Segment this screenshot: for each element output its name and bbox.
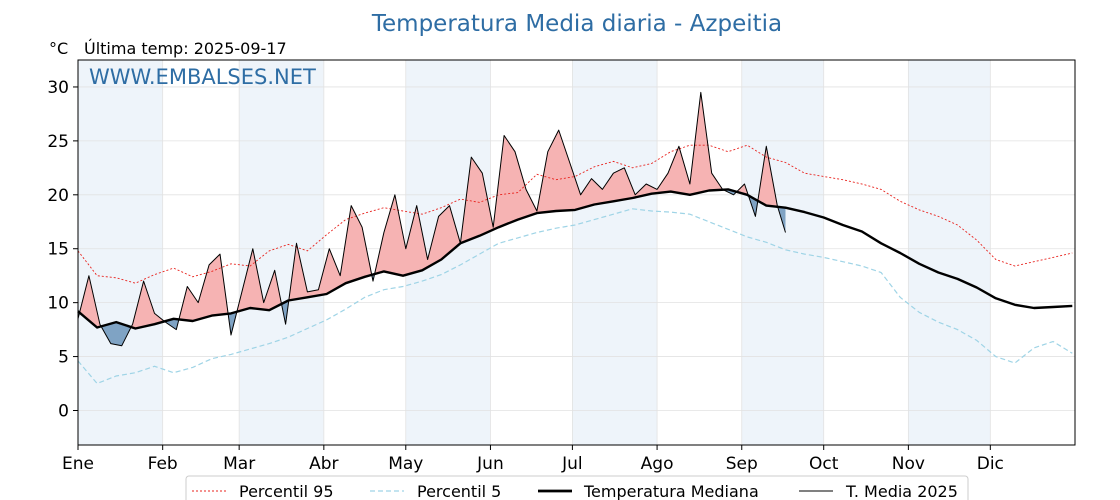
- x-tick-label-feb: Feb: [148, 454, 178, 474]
- month-band-nov: [908, 60, 991, 445]
- fill-above-median: [80, 92, 778, 329]
- x-tick-label-may: May: [388, 454, 423, 474]
- month-band-jul: [572, 60, 658, 445]
- x-tick-label-abr: Abr: [309, 454, 338, 474]
- y-tick-label-25: 25: [47, 132, 69, 152]
- x-tick-label-ago: Ago: [641, 454, 674, 474]
- x-tick-label-oct: Oct: [809, 454, 839, 474]
- legend-box: [185, 475, 969, 500]
- y-tick-label-30: 30: [47, 78, 69, 98]
- legend: Percentil 95 Percentil 5 Temperatura Med…: [185, 475, 969, 500]
- unit-label: °C: [49, 39, 68, 58]
- watermark: WWW.EMBALSES.NET: [89, 65, 316, 89]
- legend-label-median: Temperatura Mediana: [583, 482, 759, 500]
- y-tick-label-10: 10: [47, 294, 69, 314]
- x-tick-label-jul: Jul: [561, 454, 583, 474]
- y-tick-label-15: 15: [47, 240, 69, 260]
- x-tick-label-sep: Sep: [726, 454, 758, 474]
- x-tick-label-mar: Mar: [223, 454, 255, 474]
- y-tick-label-20: 20: [47, 186, 69, 206]
- month-band-sep: [741, 60, 824, 445]
- plot-frame: [77, 59, 1076, 446]
- y-tick-label-5: 5: [58, 348, 69, 368]
- x-tick-label-jun: Jun: [476, 454, 504, 474]
- legend-label-p5: Percentil 5: [417, 482, 501, 500]
- series-line-t-media-2025: [77, 91, 786, 347]
- month-band-ene: [78, 60, 163, 445]
- chart-title: Temperatura Media diaria - Azpeitia: [371, 11, 782, 37]
- legend-label-p95: Percentil 95: [239, 482, 334, 500]
- plot-area: 0 5 10 15 20 25 30 Ene Feb Mar Abr May Jun Jul Ago Sep O…: [47, 59, 1076, 474]
- series-line-percentil-5: [77, 208, 1073, 385]
- x-tick-label-nov: Nov: [892, 454, 925, 474]
- y-tick-label-0: 0: [58, 401, 69, 421]
- series-line-percentil-95: [77, 144, 1073, 284]
- x-tick-label-dic: Dic: [977, 454, 1004, 474]
- x-tick-label-ene: Ene: [62, 454, 94, 474]
- series-line-temperatura-mediana: [77, 188, 1073, 330]
- last-temp-label: Última temp: 2025-09-17: [84, 39, 287, 58]
- legend-label-current: T. Media 2025: [845, 482, 958, 500]
